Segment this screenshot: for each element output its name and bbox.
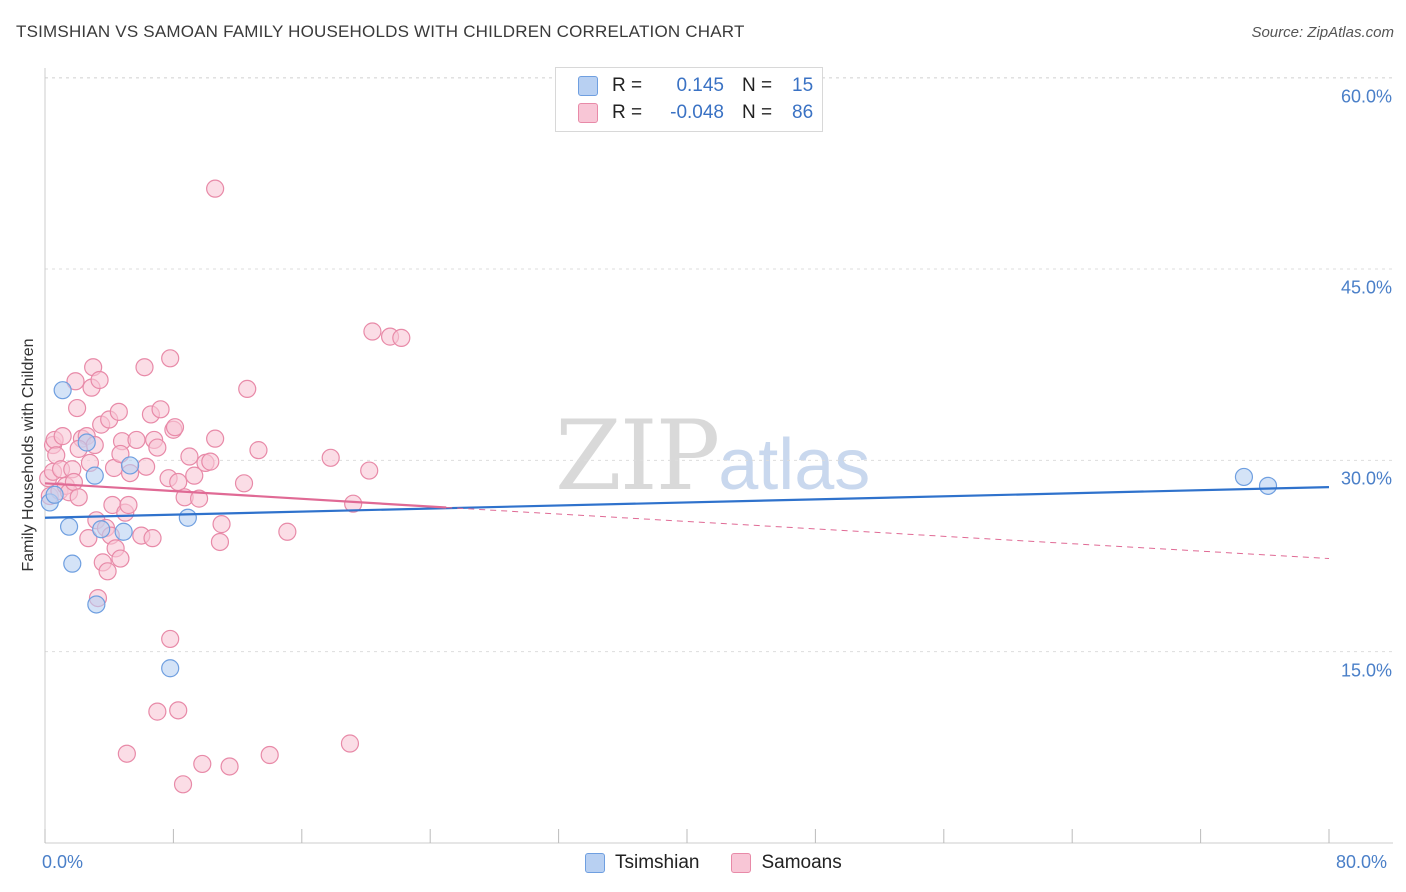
samoan-point <box>189 489 209 508</box>
samoan-point <box>173 775 193 794</box>
n-value: 15 <box>792 75 814 96</box>
watermark-atlas: atlas <box>718 425 871 505</box>
samoan-point <box>193 754 212 774</box>
samoan-point <box>363 322 382 341</box>
x-tick-label: 0.0% <box>42 852 84 872</box>
tsimshian-trend-line <box>44 486 1330 519</box>
tsimshian-swatch <box>585 853 605 873</box>
samoan-point <box>148 702 167 721</box>
samoan-point <box>117 744 136 763</box>
watermark: ZIPatlas <box>555 400 870 512</box>
n-label: N = <box>742 102 773 123</box>
samoan-point <box>161 349 180 368</box>
watermark-zip: ZIP <box>555 400 720 512</box>
samoan-point <box>180 447 199 466</box>
samoan-point <box>111 549 130 568</box>
samoan-point <box>165 418 185 437</box>
series-legend: Tsimshian Samoans <box>585 852 874 874</box>
samoan-point <box>360 461 379 480</box>
samoan-point <box>109 402 128 421</box>
r-value: 0.145 <box>676 75 724 96</box>
tsimshian-point <box>45 485 64 504</box>
chart-title: TSIMSHIAN VS SAMOAN FAMILY HOUSEHOLDS WI… <box>16 22 745 41</box>
legend-row-samoans: R = -0.048 N = 86 <box>578 100 813 126</box>
tsimshian-point <box>114 522 133 541</box>
legend-row-tsimshian: R = 0.145 N = 15 <box>578 73 813 99</box>
samoan-point <box>66 372 85 391</box>
x-tick-label: 80.0% <box>1336 852 1388 872</box>
legend-item-tsimshian: Tsimshian <box>585 852 699 874</box>
n-label: N = <box>742 75 773 96</box>
y-axis-label: Family Households with Children <box>20 338 37 572</box>
r-label: R = <box>612 75 643 96</box>
samoans-swatch <box>731 853 752 873</box>
samoan-point <box>201 452 220 471</box>
tsimshian-point <box>53 381 72 400</box>
samoan-point <box>127 430 146 450</box>
samoan-point <box>344 494 363 513</box>
tsimshian-point <box>77 433 96 452</box>
y-tick-label: 45.0% <box>1340 277 1392 298</box>
tsimshian-point <box>59 517 79 536</box>
legend-label-samoans: Samoans <box>761 852 842 873</box>
samoan-point <box>249 441 268 460</box>
y-tick-label: 15.0% <box>1340 660 1392 681</box>
samoan-point <box>148 438 167 457</box>
tsimshian-point <box>1258 476 1278 495</box>
samoan-point <box>238 379 257 399</box>
tsimshian-point <box>92 520 111 539</box>
tsimshian-point <box>1234 467 1254 487</box>
samoan-trend-extension <box>446 507 1330 560</box>
samoan-point <box>278 522 297 541</box>
samoan-point <box>340 734 360 753</box>
legend-item-samoans: Samoans <box>731 852 842 874</box>
samoan-trend-line <box>44 482 447 509</box>
samoan-point <box>206 179 225 198</box>
samoan-point <box>161 629 180 649</box>
r-value: -0.048 <box>670 102 724 123</box>
y-tick-label: 60.0% <box>1340 86 1392 107</box>
samoan-point <box>137 457 156 476</box>
legend-label-tsimshian: Tsimshian <box>615 852 700 873</box>
samoan-point <box>185 466 204 485</box>
samoan-point <box>67 398 87 418</box>
samoan-point <box>220 757 239 776</box>
r-label: R = <box>612 102 643 123</box>
samoan-point <box>135 358 154 377</box>
samoan-point <box>90 370 109 390</box>
tsimshian-point <box>87 595 106 614</box>
samoan-point <box>169 701 188 720</box>
samoan-point <box>169 472 188 492</box>
tsimshian-swatch <box>578 76 598 96</box>
samoan-point <box>392 328 411 347</box>
samoan-point <box>260 745 279 765</box>
tsimshian-point <box>120 456 140 475</box>
tsimshian-point <box>161 659 180 678</box>
n-value: 86 <box>792 102 814 123</box>
source-label: Source: ZipAtlas.com <box>1251 24 1394 41</box>
samoan-point <box>210 532 230 552</box>
samoan-point <box>143 529 162 548</box>
samoan-point <box>119 495 138 515</box>
samoans-swatch <box>578 103 598 123</box>
samoan-point <box>98 562 117 581</box>
correlation-legend: R = 0.145 N = 15 R = -0.048 N = 86 <box>555 67 823 132</box>
samoan-point <box>64 472 83 492</box>
samoan-point <box>321 448 340 467</box>
tsimshian-point <box>63 554 82 573</box>
samoan-point <box>212 515 231 534</box>
tsimshian-point <box>178 508 197 527</box>
samoan-point <box>69 488 88 507</box>
tsimshian-point <box>85 466 104 485</box>
samoan-point <box>53 427 72 446</box>
samoan-point <box>206 429 225 448</box>
y-tick-label: 30.0% <box>1340 468 1392 489</box>
samoan-point <box>151 400 170 419</box>
samoan-point <box>234 474 254 493</box>
samoan-point <box>79 529 98 548</box>
